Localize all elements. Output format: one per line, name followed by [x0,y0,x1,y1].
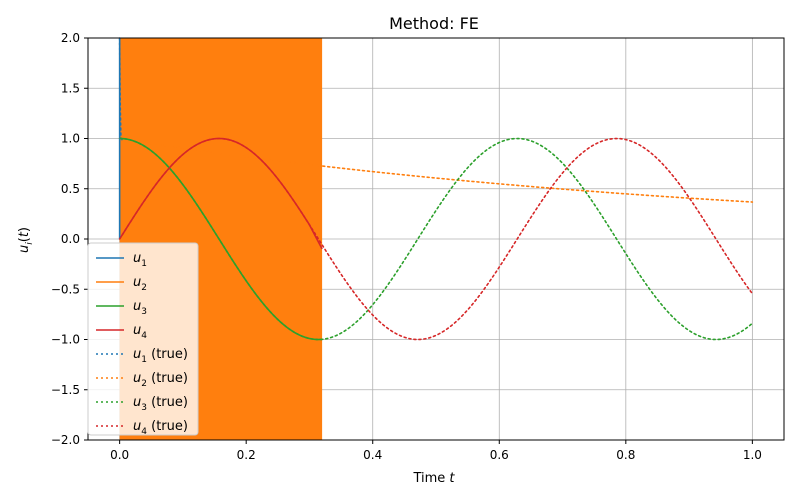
y-tick-label: −1.0 [51,333,80,347]
x-tick-label: 0.0 [110,448,129,462]
legend-label: u4 (true) [133,419,188,437]
x-tick-label: 0.2 [237,448,256,462]
y-tick-label: −1.5 [51,383,80,397]
ticks: 0.0 0.2 0.4 0.6 0.8 1.0 −2.0 −1.5 −1.0 −0.5 0.0 0.5… [51,31,762,462]
y-tick-label: −0.5 [51,282,80,296]
legend-label: u4 [133,323,147,341]
series-line-u-4 [118,137,323,250]
x-tick-label: 0.6 [490,448,509,462]
x-tick-label: 1.0 [743,448,762,462]
y-tick-label: 1.5 [61,81,80,95]
chart-title: Method: FE [389,14,479,33]
legend-label: u2 [133,275,147,293]
y-tick-label: 1.0 [61,132,80,146]
series-line-u-2-true [118,137,754,203]
legend-label: u1 (true) [133,347,188,365]
numerical-series [118,38,323,341]
y-tick-label: 0.5 [61,182,80,196]
legend-label: u2 (true) [133,371,188,389]
x-axis-title: Time t [412,471,455,486]
legend-box [87,242,199,436]
series-line-u-3 [119,137,323,341]
legend-label: u3 [133,299,147,317]
y-axis-title: ui(t) [17,227,35,253]
legend-label: u3 (true) [133,395,188,413]
legend-label: u1 [133,251,147,269]
legend: u1 u2 u3 u4 u1 (true) u2 (true) u3 (true) u4 (t… [87,242,199,437]
x-tick-label: 0.8 [616,448,635,462]
y-tick-label: 2.0 [61,31,80,45]
y-tick-label: 0.0 [61,232,80,246]
x-tick-label: 0.4 [363,448,382,462]
y-tick-label: −2.0 [51,433,80,447]
